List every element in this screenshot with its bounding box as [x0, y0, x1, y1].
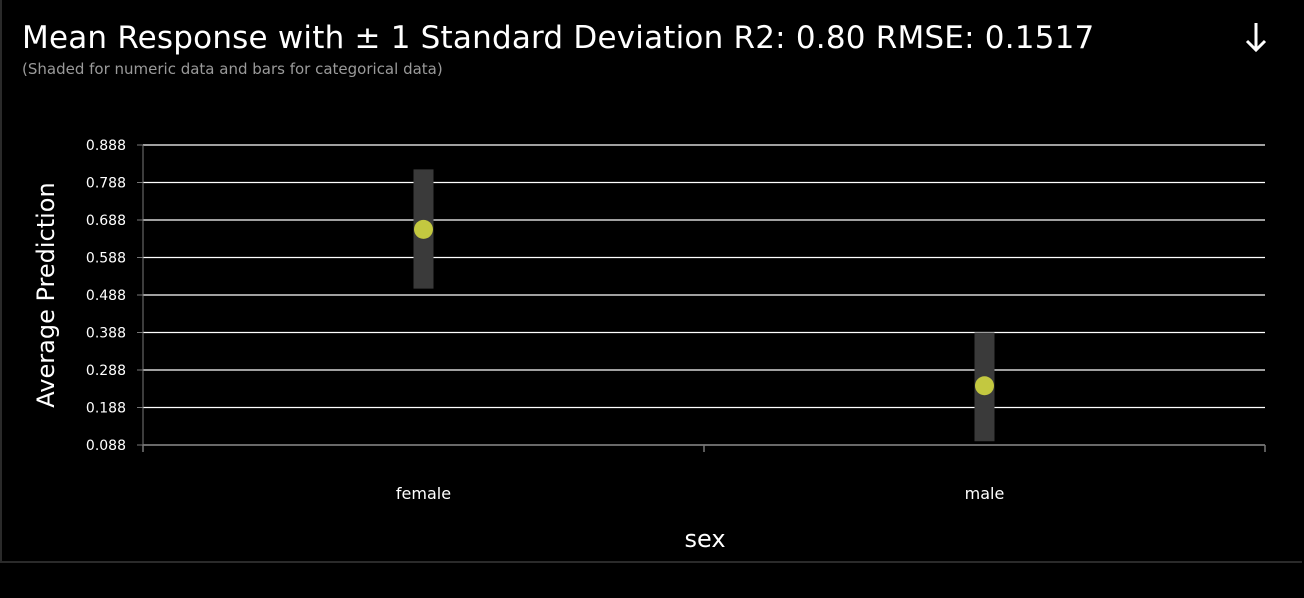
chart-subtitle: (Shaded for numeric data and bars for ca… — [22, 60, 443, 78]
chart-panel — [0, 0, 1302, 563]
chart-title: Mean Response with ± 1 Standard Deviatio… — [22, 20, 1095, 56]
download-arrow-icon[interactable] — [1243, 20, 1269, 56]
